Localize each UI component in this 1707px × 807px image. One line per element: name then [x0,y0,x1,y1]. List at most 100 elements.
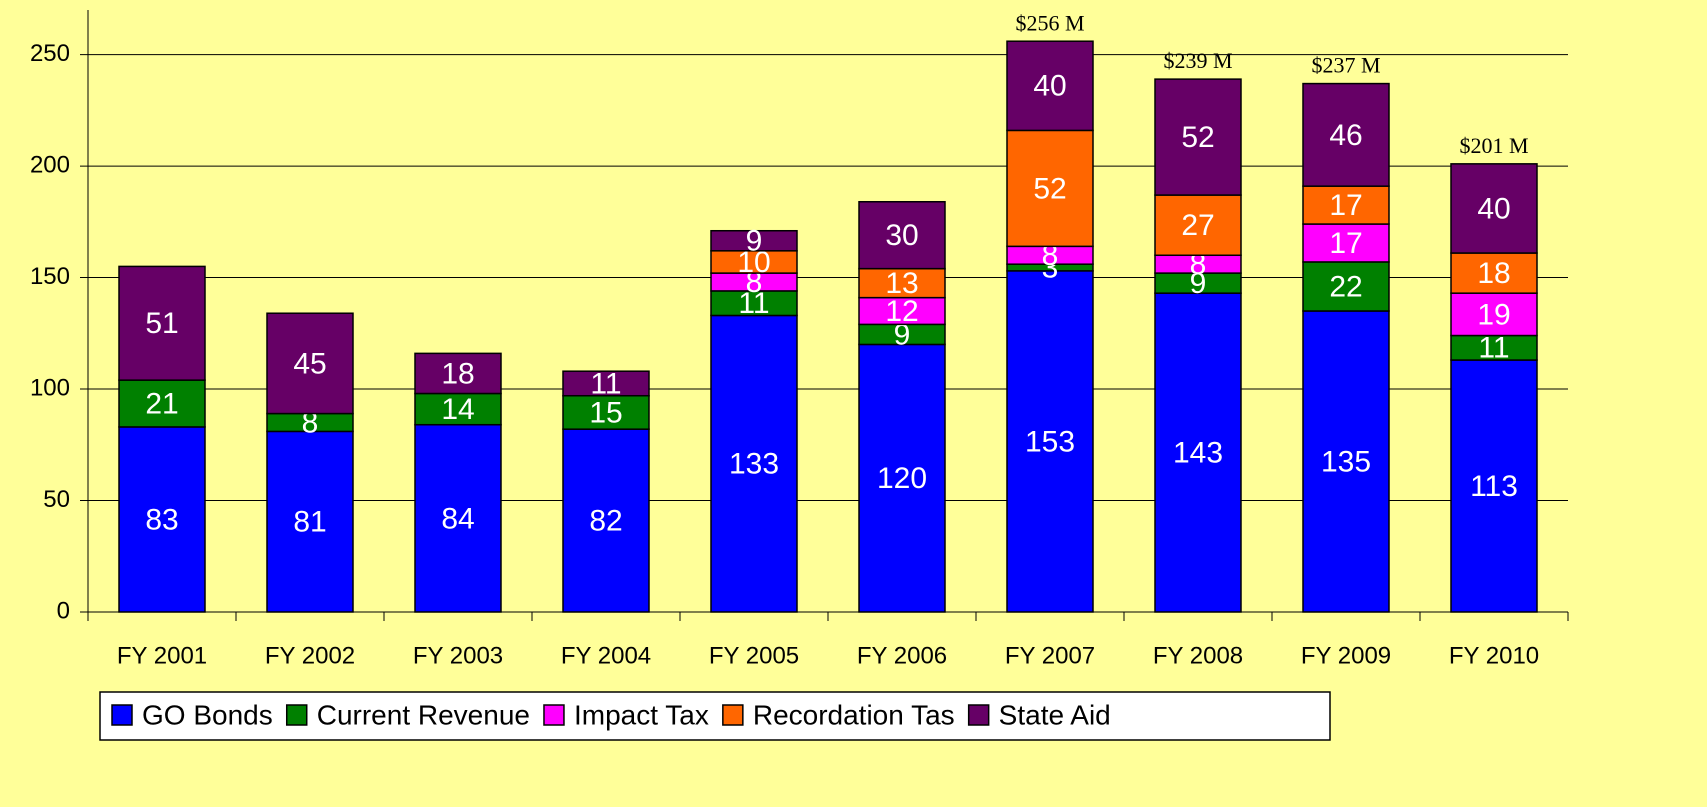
y-tick-label: 100 [30,374,70,401]
x-tick-label: FY 2001 [117,642,207,669]
data-label: 81 [293,506,326,539]
bar-segment [710,314,798,613]
data-label: 8 [302,406,319,439]
data-label: 8 [1190,248,1207,281]
y-tick-label: 50 [43,486,70,513]
data-label: 19 [1477,298,1510,331]
x-tick-label: FY 2008 [1153,642,1243,669]
data-label: 52 [1033,172,1066,205]
data-label: 120 [877,462,927,495]
data-label: 8 [1042,239,1059,272]
data-label: 143 [1173,437,1223,470]
bar-segment [414,392,502,426]
bar-segment [1302,185,1390,225]
x-tick-label: FY 2002 [265,642,355,669]
bar-segment [1302,223,1390,263]
bar-segment [858,343,946,613]
data-label: 135 [1321,445,1371,478]
x-tick-label: FY 2007 [1005,642,1095,669]
data-label: 21 [145,387,178,420]
data-label: 14 [441,393,474,426]
bar-segment [1450,334,1538,361]
data-label: 8 [746,266,763,299]
data-label: 84 [441,502,474,535]
data-label: 83 [145,503,178,536]
total-label: $239 M [1163,48,1232,73]
bar-segment [710,229,798,252]
y-tick-label: 250 [30,40,70,67]
data-label: 22 [1329,270,1362,303]
bar-segment [1154,78,1242,196]
bar-segment [710,290,798,317]
bar-segment [562,428,650,613]
legend-label: Impact Tax [574,699,709,730]
legend-swatch [543,704,565,726]
bar-segment [414,423,502,613]
bar-segment [118,426,206,613]
bar-segment [118,265,206,381]
x-tick-label: FY 2006 [857,642,947,669]
total-label: $256 M [1015,10,1084,35]
bar-segment [1450,252,1538,294]
data-label: 82 [589,505,622,538]
x-tick-label: FY 2005 [709,642,799,669]
legend-swatch [722,704,744,726]
legend-box [99,691,1331,741]
bar-segment [1450,359,1538,613]
bar-segment [858,267,946,299]
data-label: 9 [1190,267,1207,300]
x-tick-label: FY 2003 [413,642,503,669]
data-label: 40 [1033,70,1066,103]
x-tick-label: FY 2004 [561,642,651,669]
data-label: 17 [1329,189,1362,222]
bar-segment [562,394,650,430]
data-label: 45 [293,347,326,380]
data-label: 18 [441,357,474,390]
bar-segment [1450,163,1538,254]
data-label: 13 [885,267,918,300]
total-label: $201 M [1459,133,1528,158]
data-label: 18 [1477,257,1510,290]
x-tick-label: FY 2009 [1301,642,1391,669]
legend-label: Current Revenue [317,699,530,730]
data-label: 153 [1025,425,1075,458]
bar-segment [562,370,650,397]
data-label: 52 [1181,121,1214,154]
bar-segment [1154,292,1242,613]
bar-segment [1006,40,1094,132]
data-label: 27 [1181,209,1214,242]
x-tick-label: FY 2010 [1449,642,1539,669]
data-label: 9 [894,318,911,351]
bar-segment [1006,270,1094,613]
bar-segment [1302,310,1390,613]
legend-label: GO Bonds [142,699,273,730]
data-label: 9 [746,225,763,258]
legend-label: Recordation Tas [753,699,955,730]
legend-swatch [285,704,308,726]
bar-segment [1302,261,1390,312]
bar-segment [414,352,502,395]
data-label: 46 [1329,119,1362,152]
total-label: $237 M [1311,53,1380,78]
y-tick-label: 150 [30,263,70,290]
bar-segment [858,296,946,326]
legend-swatch [967,704,990,726]
data-label: 51 [145,307,178,340]
data-label: 30 [885,219,918,252]
data-label: 133 [729,448,779,481]
data-label: 12 [885,295,918,328]
data-label: 11 [738,287,769,320]
data-label: 40 [1477,192,1510,225]
bar-segment [266,312,354,415]
legend-swatch [111,704,133,726]
data-label: 113 [1470,470,1518,503]
y-tick-label: 200 [30,151,70,178]
data-label: 17 [1329,227,1362,260]
data-label: 15 [589,396,622,429]
legend-label: State Aid [999,699,1111,730]
bar-segment [1302,82,1390,187]
data-label: 11 [1478,332,1509,365]
data-label: 11 [590,367,621,400]
y-tick-label: 0 [57,597,70,624]
